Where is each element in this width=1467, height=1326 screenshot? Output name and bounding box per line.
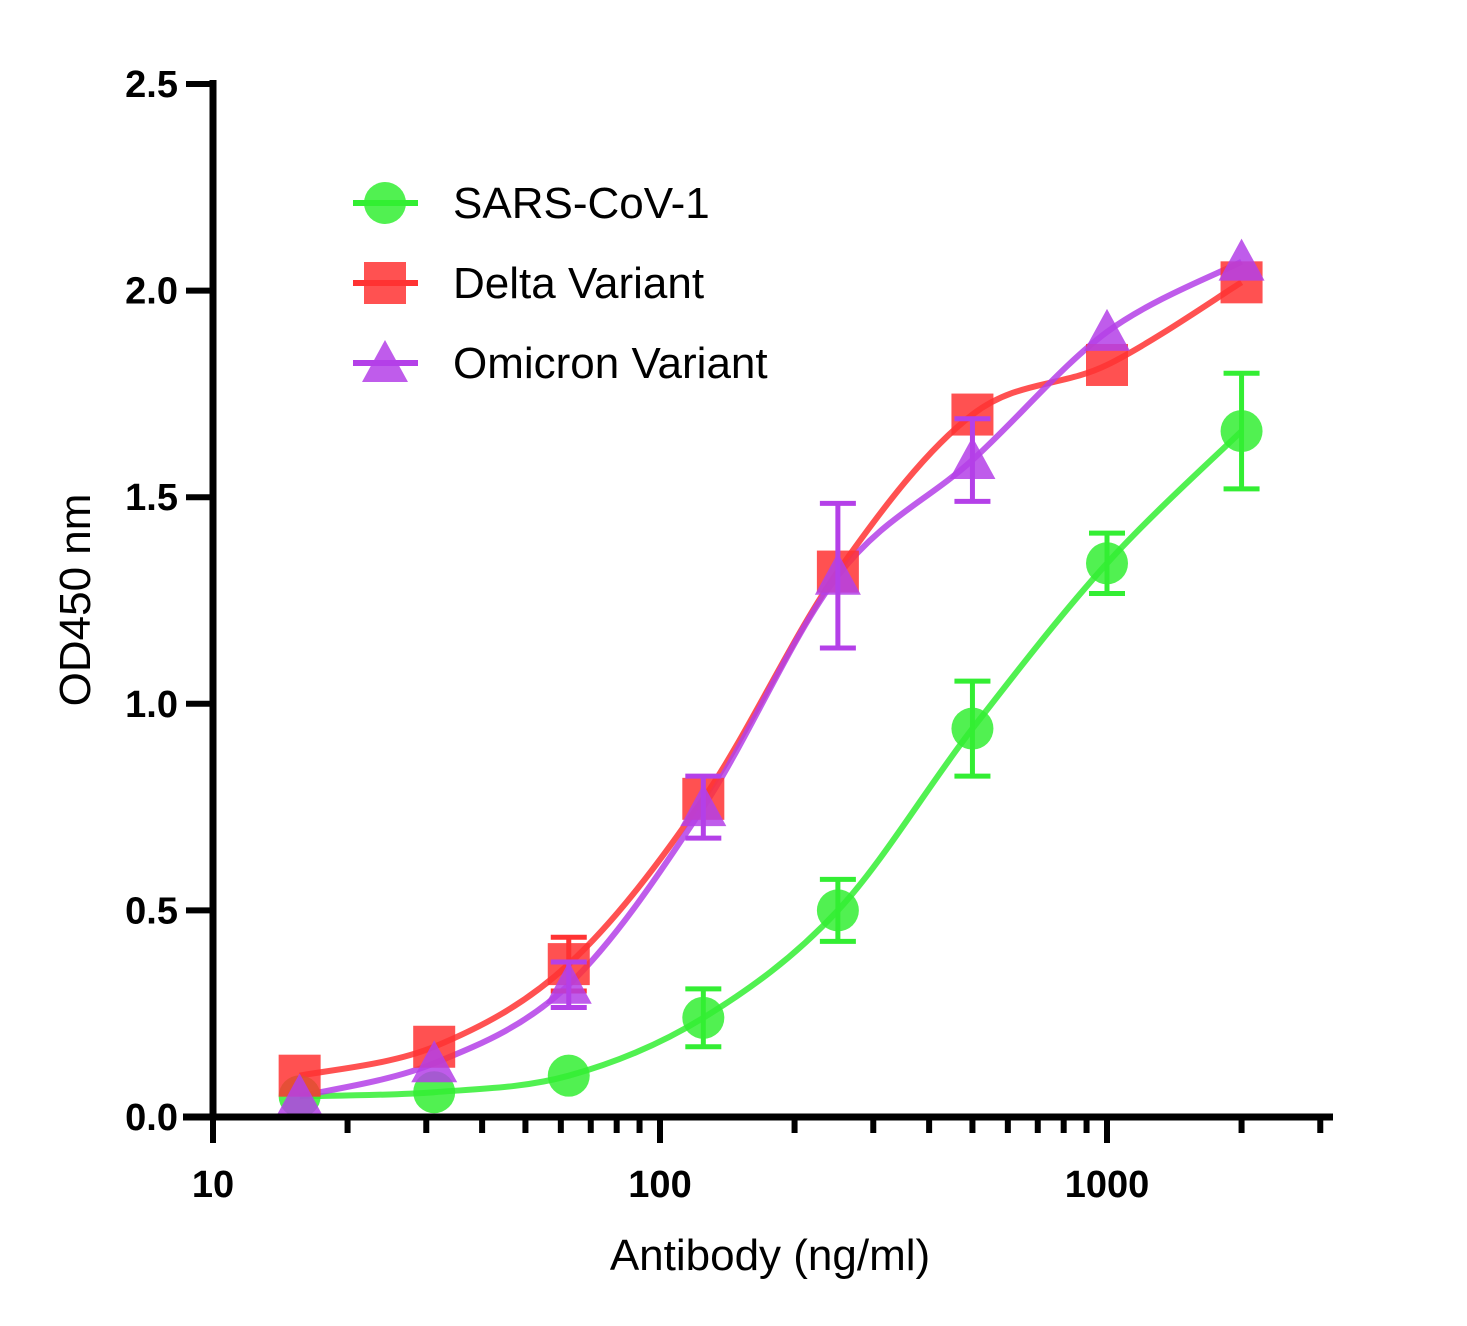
data-point (276, 1073, 323, 1116)
y-tick-label: 0.0 (125, 1097, 178, 1139)
legend-marker-circle (364, 182, 406, 224)
legend-label: Omicron Variant (453, 339, 768, 388)
data-points (276, 238, 1265, 1118)
data-point (1220, 410, 1263, 453)
data-point (411, 1040, 458, 1083)
y-tick-label: 2.0 (125, 271, 178, 313)
data-point (1086, 343, 1128, 386)
x-tick-label: 100 (628, 1164, 691, 1206)
legend-label: SARS-CoV-1 (453, 179, 710, 228)
x-axis-title: Antibody (ng/ml) (610, 1231, 930, 1280)
y-tick-label: 1.5 (125, 477, 178, 519)
legend-marker-triangle (362, 340, 408, 382)
y-tick-label: 2.5 (125, 64, 178, 106)
legend-label: Delta Variant (453, 259, 704, 308)
series-2 (276, 238, 1265, 1116)
x-tick-label: 10 (192, 1164, 234, 1206)
data-point (949, 437, 996, 480)
data-point (1086, 542, 1128, 585)
fit-curve-1 (299, 279, 1244, 1079)
data-point (816, 889, 859, 932)
data-point (682, 996, 725, 1039)
series-0 (278, 370, 1263, 1118)
data-point (680, 784, 727, 827)
data-point (951, 707, 994, 750)
fit-curves (298, 259, 1244, 1100)
data-point (545, 961, 592, 1004)
x-tick-label: 1000 (1065, 1164, 1150, 1206)
legend: SARS-CoV-1 Delta Variant Omicron Variant (353, 179, 768, 388)
y-tick-label: 1.0 (125, 684, 178, 726)
axes: 0.0 0.5 1.0 1.5 2.0 2.5 10 100 1000 (125, 64, 1333, 1206)
fit-curve-2 (298, 259, 1243, 1100)
legend-marker-square (364, 262, 406, 304)
data-point (547, 1054, 590, 1097)
y-axis-title: OD450 nm (51, 494, 100, 707)
data-point (1084, 308, 1130, 351)
data-point (814, 552, 861, 595)
data-point (1218, 238, 1265, 281)
y-tick-label: 0.5 (125, 890, 178, 932)
